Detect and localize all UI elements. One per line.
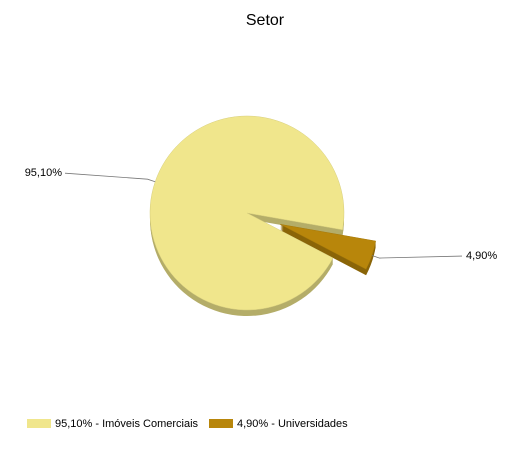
slice (280, 224, 376, 270)
leader-line (371, 255, 463, 259)
legend-label: 95,10% - Imóveis Comerciais (55, 418, 199, 430)
legend-swatch (27, 419, 51, 428)
legend-label: 4,90% - Universidades (237, 418, 348, 430)
chart-title: Setor (246, 12, 285, 29)
data-label: 95,10% (25, 167, 63, 179)
slice (149, 115, 345, 311)
data-label: 4,90% (466, 250, 497, 262)
leader-line (64, 172, 156, 183)
legend-swatch (209, 419, 233, 428)
